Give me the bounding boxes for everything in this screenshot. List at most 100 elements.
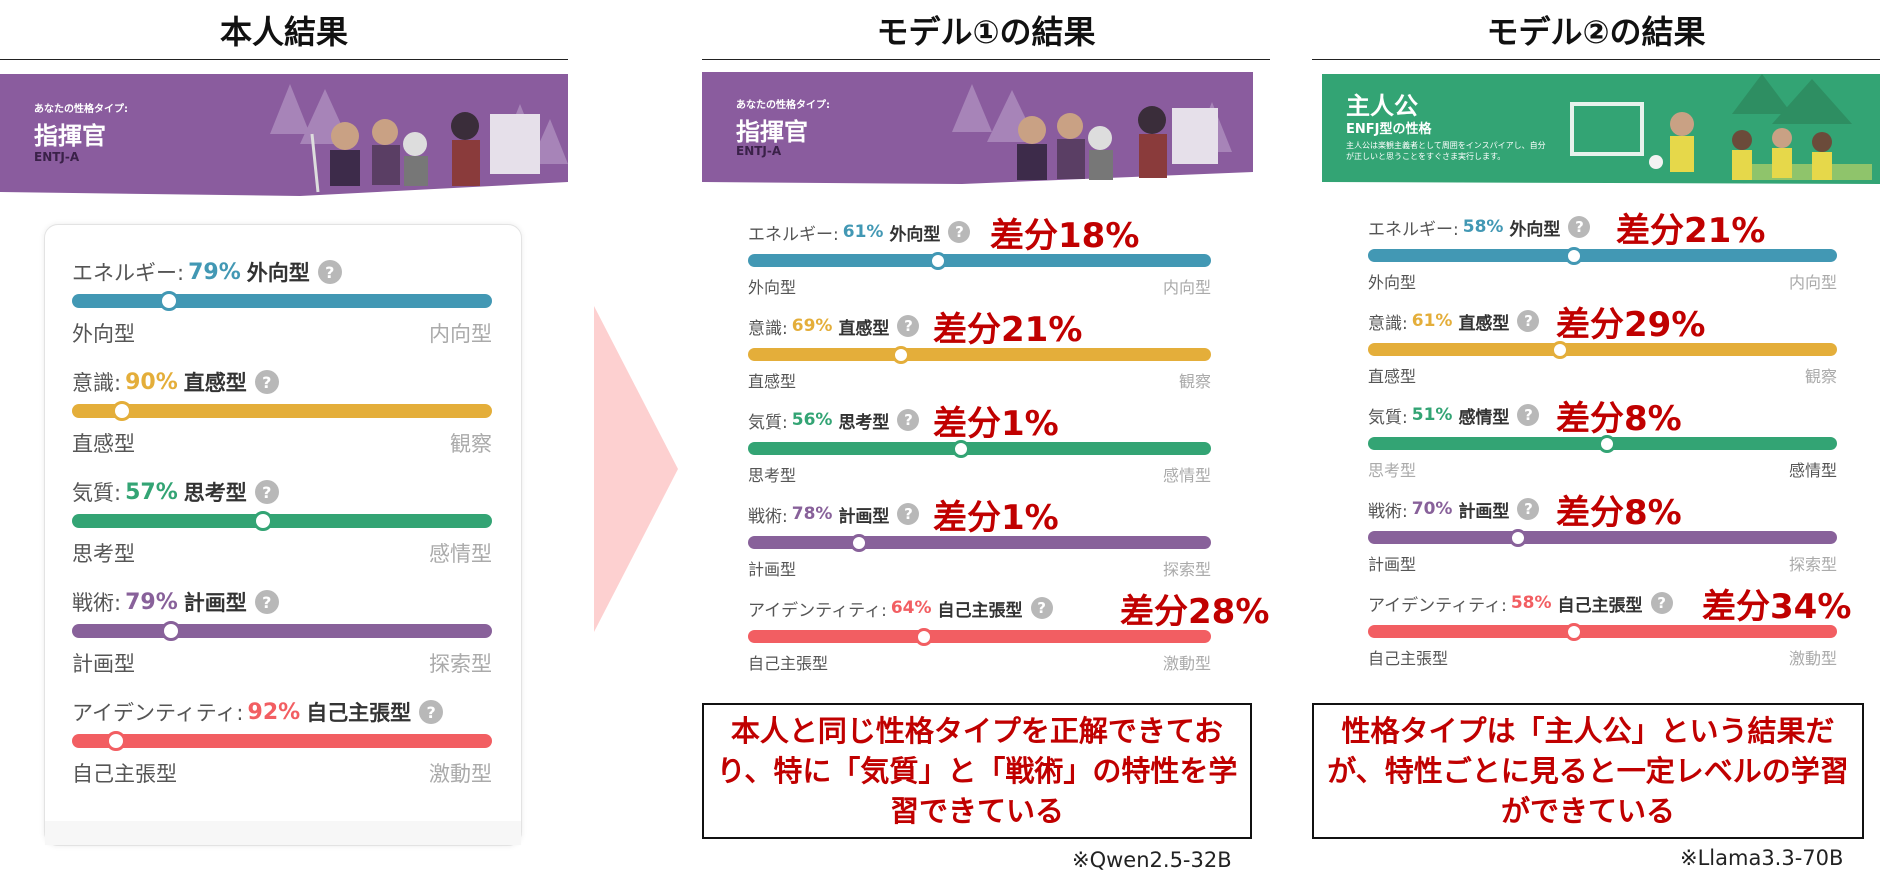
trait-category-label: 意識: <box>72 371 122 395</box>
trait-right-label: 激動型 <box>1162 654 1211 673</box>
trait-header: 戦術: 70% 計画型? <box>1368 497 1540 522</box>
trait-percentage: 78% <box>791 504 833 524</box>
help-icon[interactable]: ? <box>1517 498 1540 520</box>
column-title: モデル②の結果 <box>1312 0 1880 60</box>
help-icon[interactable]: ? <box>254 480 279 504</box>
trait-type-label: 直感型 <box>838 318 890 339</box>
column-model1: モデル①の結果 あなたの性格タイプ: 指揮官 ENTJ-A エネルギー: 61% 外… <box>702 0 1270 872</box>
trait-percentage: 64% <box>890 598 932 618</box>
trait-category-label: アイデンティティ: <box>72 701 244 725</box>
trait-bar <box>72 734 492 748</box>
trait-right-label: 観察 <box>450 432 492 456</box>
personality-type-name: 主人公 <box>1346 92 1418 120</box>
help-icon[interactable]: ? <box>1568 216 1591 238</box>
summary-box: 本人と同じ性格タイプを正解できており、特に「気質」と「戦術」の特性を学習できてい… <box>702 703 1252 839</box>
trait-type-label: 直感型 <box>183 371 247 395</box>
trait-category-label: エネルギー: <box>1368 219 1459 240</box>
trait-left-label: 思考型 <box>1368 461 1417 480</box>
trait-category-label: アイデンティティ: <box>748 600 887 621</box>
column-model2: モデル②の結果 主人公 ENFJ型の性格 主人公は楽観主義者として周囲をインスパ… <box>1312 0 1880 870</box>
banner-illustration <box>702 72 1253 184</box>
trait-row: 戦術: 70% 計画型? 計画型 探索型 差分8% <box>1368 493 1837 575</box>
difference-value: 差分21% <box>1616 211 1766 251</box>
trait-left-label: 自己主張型 <box>1368 649 1449 668</box>
trait-left-label: 直感型 <box>72 432 135 456</box>
difference-value: 差分34% <box>1702 587 1852 627</box>
help-icon[interactable]: ? <box>1517 404 1540 426</box>
trait-header: アイデンティティ: 58% 自己主張型? <box>1368 591 1673 616</box>
trait-slider-knob <box>1598 434 1617 453</box>
difference-value: 差分1% <box>933 498 1059 538</box>
help-icon[interactable]: ? <box>897 409 920 431</box>
trait-right-label: 感情型 <box>1788 461 1837 480</box>
trait-header: アイデンティティ: 92% 自己主張型? <box>72 698 444 726</box>
trait-header: 気質: 51% 感情型? <box>1368 403 1540 428</box>
trait-row: 気質: 56% 思考型? 思考型 感情型 差分1% <box>748 404 1211 486</box>
trait-percentage: 58% <box>1510 593 1552 613</box>
trait-row: アイデンティティ: 64% 自己主張型? 自己主張型 激動型 差分28% <box>748 592 1269 674</box>
trait-percentage: 61% <box>1411 311 1453 331</box>
help-icon[interactable]: ? <box>1650 592 1673 614</box>
trait-percentage: 56% <box>791 410 833 430</box>
trait-bar <box>1368 343 1837 356</box>
trait-row: 気質: 51% 感情型? 思考型 感情型 差分8% <box>1368 399 1837 481</box>
help-icon[interactable]: ? <box>317 260 342 284</box>
trait-category-label: 戦術: <box>72 591 122 615</box>
summary-box: 性格タイプは「主人公」という結果だが、特性ごとに見ると一定レベルの学習ができてい… <box>1312 703 1864 839</box>
help-icon[interactable]: ? <box>948 221 971 243</box>
help-icon[interactable]: ? <box>254 590 279 614</box>
help-icon[interactable]: ? <box>1517 310 1540 332</box>
trait-header: 気質: 56% 思考型? <box>748 408 920 433</box>
trait-percentage: 58% <box>1462 217 1504 237</box>
trait-type-label: 自己主張型 <box>937 600 1023 621</box>
personality-type-name: 指揮官 <box>34 122 106 150</box>
trait-row: エネルギー: 61% 外向型? 外向型 内向型 差分18% <box>748 216 1211 298</box>
trait-slider-knob <box>850 533 869 552</box>
trait-slider-knob <box>106 731 127 751</box>
help-icon[interactable]: ? <box>897 315 920 337</box>
card-footer <box>45 821 521 845</box>
help-icon[interactable]: ? <box>254 370 279 394</box>
help-icon[interactable]: ? <box>897 503 920 525</box>
trait-slider-knob <box>160 621 181 641</box>
trait-type-label: 計画型 <box>183 591 247 615</box>
trait-left-label: 直感型 <box>1368 367 1417 386</box>
trait-header: 戦術: 79% 計画型? <box>72 588 279 616</box>
help-icon[interactable]: ? <box>1030 597 1053 619</box>
trait-header: 意識: 90% 直感型? <box>72 368 279 396</box>
trait-right-label: 探索型 <box>1162 560 1211 579</box>
trait-slider-knob <box>158 291 179 311</box>
personality-banner: あなたの性格タイプ: 指揮官 ENTJ-A <box>702 72 1253 200</box>
trait-right-label: 感情型 <box>1162 466 1211 485</box>
trait-slider-knob <box>951 439 970 458</box>
trait-left-label: 外向型 <box>1368 273 1417 292</box>
trait-left-label: 計画型 <box>1368 555 1417 574</box>
trait-slider-knob <box>928 251 947 270</box>
difference-value: 差分8% <box>1556 493 1682 533</box>
trait-percentage: 79% <box>125 589 178 615</box>
model-note: ※Qwen2.5-32B <box>1072 848 1232 872</box>
trait-percentage: 92% <box>247 699 301 725</box>
banner-label: あなたの性格タイプ: <box>34 104 128 115</box>
help-icon[interactable]: ? <box>419 700 444 724</box>
trait-bar <box>72 624 492 638</box>
trait-left-label: 外向型 <box>72 322 135 346</box>
trait-category-label: 気質: <box>1368 407 1408 428</box>
trait-type-label: 外向型 <box>1509 219 1561 240</box>
trait-percentage: 70% <box>1411 499 1453 519</box>
trait-slider-knob <box>112 401 133 421</box>
trait-row: 意識: 90% 直感型? 直感型 観察 <box>72 368 492 456</box>
trait-type-label: 計画型 <box>838 506 890 527</box>
trait-percentage: 57% <box>125 479 178 505</box>
trait-header: エネルギー: 58% 外向型? <box>1368 215 1591 240</box>
trait-type-label: 自己主張型 <box>306 701 412 725</box>
trait-percentage: 90% <box>125 369 178 395</box>
trait-type-label: 自己主張型 <box>1557 595 1643 616</box>
trait-header: 気質: 57% 思考型? <box>72 478 279 506</box>
trait-bar <box>1368 531 1837 544</box>
trait-row: エネルギー: 79% 外向型? 外向型 内向型 <box>72 258 492 346</box>
difference-value: 差分21% <box>933 310 1083 350</box>
trait-type-label: 感情型 <box>1458 407 1510 428</box>
trait-right-label: 内向型 <box>1788 273 1837 292</box>
trait-type-label: 外向型 <box>246 261 310 285</box>
